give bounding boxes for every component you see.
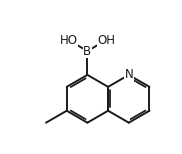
Text: HO: HO <box>59 34 77 47</box>
Text: N: N <box>124 68 133 81</box>
Text: OH: OH <box>97 34 115 47</box>
Text: B: B <box>83 45 92 57</box>
